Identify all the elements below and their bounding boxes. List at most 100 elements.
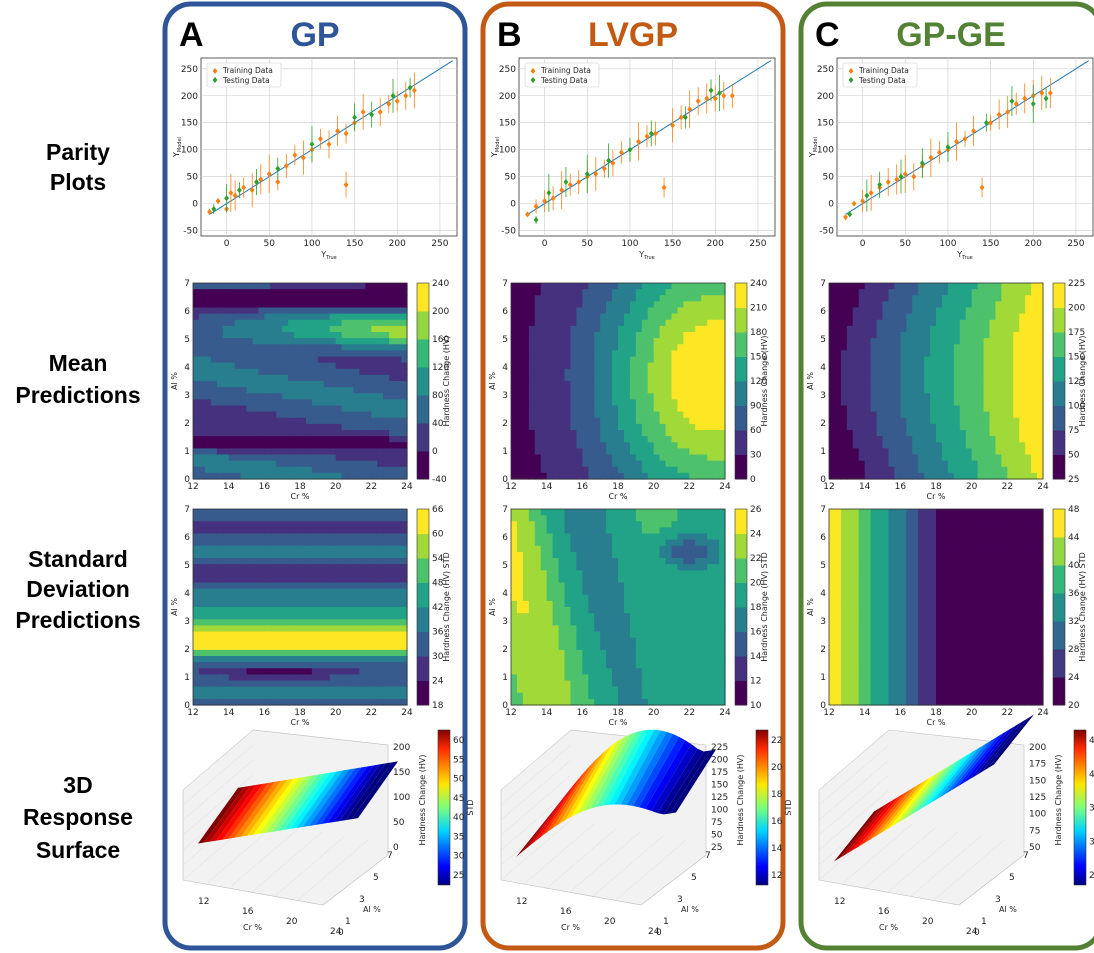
contour-cell (540, 313, 548, 321)
contour-cell (647, 289, 655, 296)
contour-cell (546, 301, 554, 309)
contour-cell (240, 338, 248, 345)
contour-cell (707, 381, 714, 388)
colorbar-band (735, 356, 747, 382)
contour-cell (995, 332, 1002, 339)
contour-cell (983, 368, 991, 376)
contour-cell (311, 551, 319, 559)
contour-cell (300, 643, 307, 651)
contour-cell (317, 460, 325, 468)
contour-cell (594, 411, 601, 419)
contour-cell (288, 662, 295, 669)
contour-cell (198, 448, 206, 456)
contour-cell (383, 674, 390, 682)
contour-cell (629, 325, 637, 333)
contour-cell (947, 423, 955, 431)
y-tick-label: 50 (505, 173, 517, 183)
training-point (386, 100, 392, 107)
contour-cell (683, 423, 690, 431)
contour-cell (965, 460, 973, 468)
contour-cell (365, 545, 372, 553)
contour-cell (540, 368, 548, 376)
contour-cell (995, 460, 1002, 468)
contour-cell (198, 442, 206, 449)
contour-cell (858, 301, 866, 309)
contour-cell (204, 613, 212, 620)
contour-cell (1025, 325, 1032, 333)
contour-cell (341, 460, 349, 468)
contour-cell (965, 381, 973, 388)
contour-cell (900, 295, 907, 302)
contour-cell (971, 368, 979, 376)
colorbar-tick-label: 200 (432, 307, 449, 317)
contour-cell (647, 307, 655, 315)
contour-cell (665, 325, 673, 333)
contour-cell (359, 600, 366, 608)
contour-cell (653, 405, 661, 413)
contour-cell (522, 289, 530, 296)
contour-cell (858, 344, 866, 351)
contour-cell (888, 399, 895, 407)
contour-cell (623, 405, 631, 413)
contour-cell (311, 436, 319, 443)
contour-cell (264, 570, 271, 577)
contour-cell (246, 387, 254, 394)
contour-cell (852, 374, 860, 382)
contour-cell (204, 448, 212, 456)
contour-cell (264, 466, 271, 474)
contour-cell (522, 423, 530, 431)
contour-cell (623, 295, 631, 302)
contour-cell (371, 558, 378, 565)
contour-cell (216, 582, 224, 590)
contour-cell (258, 350, 265, 358)
contour-cell (377, 313, 384, 321)
contour-cell (323, 289, 331, 296)
contour-cell (323, 411, 331, 419)
contour-cell (216, 436, 224, 443)
x-tick-label: 14 (223, 482, 235, 492)
contour-cell (204, 289, 212, 296)
contour-cell (294, 393, 301, 400)
contour-cell (270, 698, 277, 706)
contour-cell (671, 472, 679, 480)
y-tick-label: 4 (184, 363, 190, 373)
contour-cell (276, 619, 283, 626)
contour-cell (876, 301, 884, 309)
contour-cell (341, 338, 349, 345)
contour-cell (918, 338, 925, 345)
contour-cell (234, 411, 242, 419)
contour-cell (629, 387, 637, 394)
contour-cell (834, 417, 842, 425)
contour-cell (383, 668, 390, 675)
contour-cell (941, 301, 949, 309)
training-point (928, 154, 934, 161)
contour-cell (888, 307, 895, 315)
contour-cell (528, 460, 536, 468)
contour-cell (401, 313, 408, 321)
x-tick-label: 50 (264, 239, 276, 249)
contour-cell (876, 442, 884, 449)
contour-cell (258, 411, 265, 419)
contour-cell (240, 674, 248, 682)
training-point (653, 130, 658, 137)
contour-cell (300, 686, 307, 694)
contour-cell (846, 423, 854, 431)
contour-cell (900, 423, 907, 431)
contour-cell (930, 405, 937, 413)
contour-cell (846, 460, 854, 468)
contour-cell (234, 564, 242, 571)
contour-cell (359, 607, 366, 614)
contour-cell (558, 454, 566, 462)
contour-cell (546, 362, 554, 370)
contour-cell (864, 289, 872, 296)
contour-cell (534, 387, 542, 394)
contour-cell (600, 454, 607, 462)
contour-cell (516, 411, 524, 419)
contour-cell (534, 393, 542, 400)
contour-cell (246, 283, 254, 290)
contour-cell (240, 295, 248, 302)
contour-cell (612, 307, 619, 315)
contour-cell (383, 582, 390, 590)
contour-cell (528, 374, 536, 382)
contour-cell (305, 619, 313, 626)
